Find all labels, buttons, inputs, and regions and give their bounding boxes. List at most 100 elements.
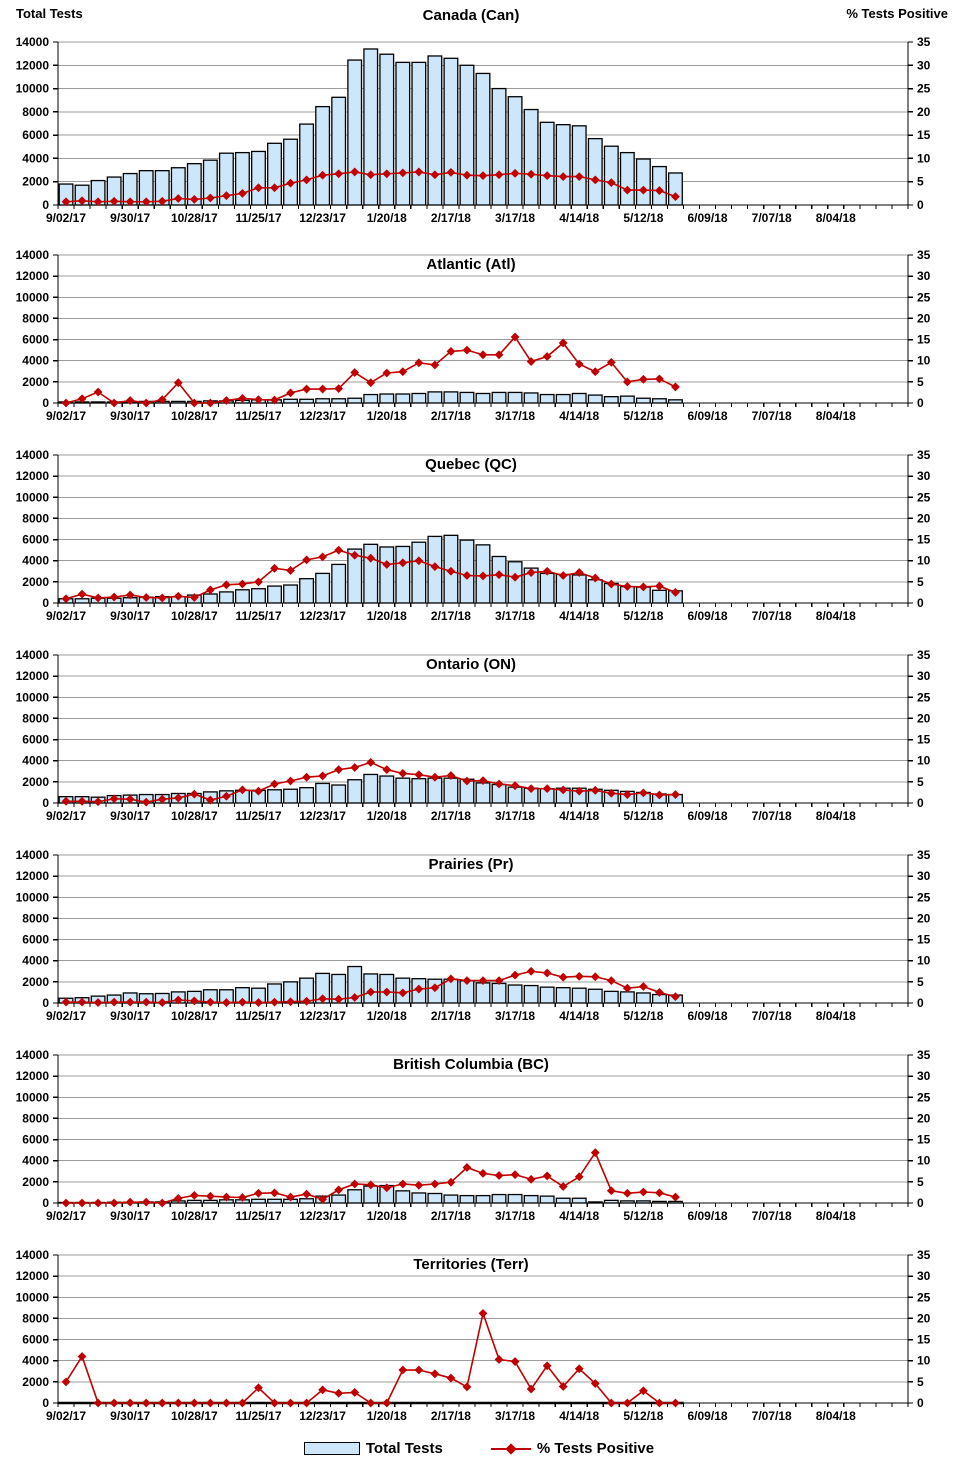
pct-positive-marker: [526, 169, 536, 179]
pct-positive-marker: [478, 976, 488, 985]
pct-positive-marker: [286, 178, 295, 188]
pct-positive-marker: [542, 1361, 552, 1371]
pct-positive-marker: [542, 784, 552, 794]
total-tests-bar: [379, 546, 395, 604]
total-tests-bar: [507, 391, 523, 404]
legend-item-pct-positive: % Tests Positive: [490, 1440, 654, 1457]
pct-positive-marker: [430, 360, 440, 370]
pct-positive-marker: [93, 1398, 103, 1408]
pct-positive-marker: [221, 998, 231, 1007]
left-axis-label: 10000: [16, 690, 50, 704]
total-tests-bar: [347, 965, 363, 1004]
x-tick-label: 3/17/18: [495, 609, 535, 623]
pct-positive-marker: [350, 763, 360, 772]
pct-positive-marker: [655, 790, 664, 800]
pct-positive-marker: [334, 169, 344, 179]
total-tests-bar: [251, 1198, 266, 1204]
x-tick-label: 8/04/18: [816, 809, 856, 823]
pct-positive-marker: [638, 374, 648, 384]
pct-positive-marker: [462, 1163, 472, 1172]
right-axis-label: 0: [917, 596, 924, 610]
left-axis-label: 2000: [22, 375, 49, 389]
total-tests-bar: [186, 163, 202, 206]
pct-positive-marker: [526, 357, 536, 366]
right-axis-label: 10: [917, 151, 931, 165]
total-tests-bar: [299, 1198, 315, 1204]
left-axis-label: 14000: [16, 1248, 50, 1262]
pct-positive-marker: [125, 1398, 135, 1408]
x-tick-label: 1/20/18: [367, 609, 407, 623]
pct-positive-marker: [382, 765, 392, 774]
right-axis-label: 15: [917, 1133, 931, 1147]
pct-positive-marker: [366, 758, 376, 767]
pct-positive-marker: [638, 185, 648, 195]
pct-positive-marker: [382, 1183, 392, 1193]
pct-positive-marker: [638, 1187, 648, 1197]
left-axis-label: 10000: [16, 1090, 50, 1104]
pct-positive-marker: [125, 396, 135, 405]
pct-positive-marker: [302, 555, 311, 565]
left-axis-label: 6000: [22, 933, 49, 947]
left-axis-label: 0: [42, 396, 49, 410]
pct-positive-marker: [286, 1192, 295, 1202]
x-tick-label: 7/07/18: [752, 1009, 792, 1023]
x-tick-label: 6/09/18: [688, 1409, 728, 1423]
right-axis-label: 25: [917, 890, 931, 904]
total-tests-bar: [267, 585, 282, 604]
total-tests-bar: [202, 1199, 218, 1204]
total-tests-bar: [251, 588, 266, 604]
total-tests-bar: [523, 984, 539, 1004]
pct-positive-marker: [590, 1379, 600, 1388]
left-axis-label: 8000: [22, 1311, 49, 1325]
pct-positive-marker: [205, 585, 215, 595]
pct-positive-marker: [366, 170, 376, 180]
total-tests-bar: [90, 401, 106, 404]
pct-positive-marker: [157, 395, 167, 405]
right-axis-label: 5: [917, 375, 924, 389]
pct-positive-marker: [414, 984, 424, 994]
total-tests-bar: [283, 398, 299, 404]
pct-positive-marker: [189, 593, 199, 602]
right-axis-label: 25: [917, 82, 931, 96]
pct-positive-marker: [93, 593, 103, 603]
pct-positive-marker: [590, 972, 600, 982]
total-tests-bar: [202, 593, 218, 604]
pct-positive-marker: [510, 970, 520, 980]
pct-positive-marker: [77, 796, 87, 806]
right-axis-label: 0: [917, 996, 924, 1010]
pct-positive-marker: [558, 785, 568, 795]
x-tick-label: 4/14/18: [559, 409, 599, 423]
x-tick-label: 2/17/18: [431, 1009, 471, 1023]
x-tick-label: 12/23/17: [299, 409, 346, 423]
pct-positive-marker: [671, 588, 680, 597]
legend-item-total-tests: Total Tests: [303, 1440, 443, 1457]
pct-positive-marker: [205, 997, 215, 1007]
total-tests-bar: [299, 123, 315, 206]
x-tick-label: 9/02/17: [46, 211, 86, 225]
x-tick-label: 9/30/17: [110, 809, 150, 823]
x-tick-label: 11/25/17: [235, 409, 281, 423]
pct-positive-marker: [382, 987, 392, 997]
total-tests-bar: [395, 61, 411, 206]
legend-diamond-icon: [505, 1442, 517, 1455]
right-axis-label: 5: [917, 1375, 924, 1389]
total-tests-bar: [251, 150, 266, 206]
left-axis-label: 2000: [22, 775, 49, 789]
pct-positive-marker: [655, 186, 664, 195]
total-tests-bar: [283, 584, 299, 604]
pct-positive-marker: [542, 1171, 552, 1181]
total-tests-bar: [651, 1200, 667, 1204]
x-tick-label: 3/17/18: [495, 809, 535, 823]
right-axis-label: 5: [917, 175, 924, 189]
right-axis-label: 25: [917, 490, 931, 504]
total-tests-bar: [459, 1194, 475, 1204]
pct-positive-marker: [366, 378, 376, 388]
total-tests-bar: [315, 572, 331, 604]
pct-positive-marker: [141, 1197, 151, 1207]
pct-positive-marker: [558, 172, 568, 181]
total-tests-bar: [475, 392, 491, 404]
pct-positive-marker: [671, 790, 680, 799]
x-tick-label: 4/14/18: [559, 1409, 599, 1423]
pct-positive-marker: [574, 568, 584, 577]
left-axis-label: 10000: [16, 490, 50, 504]
